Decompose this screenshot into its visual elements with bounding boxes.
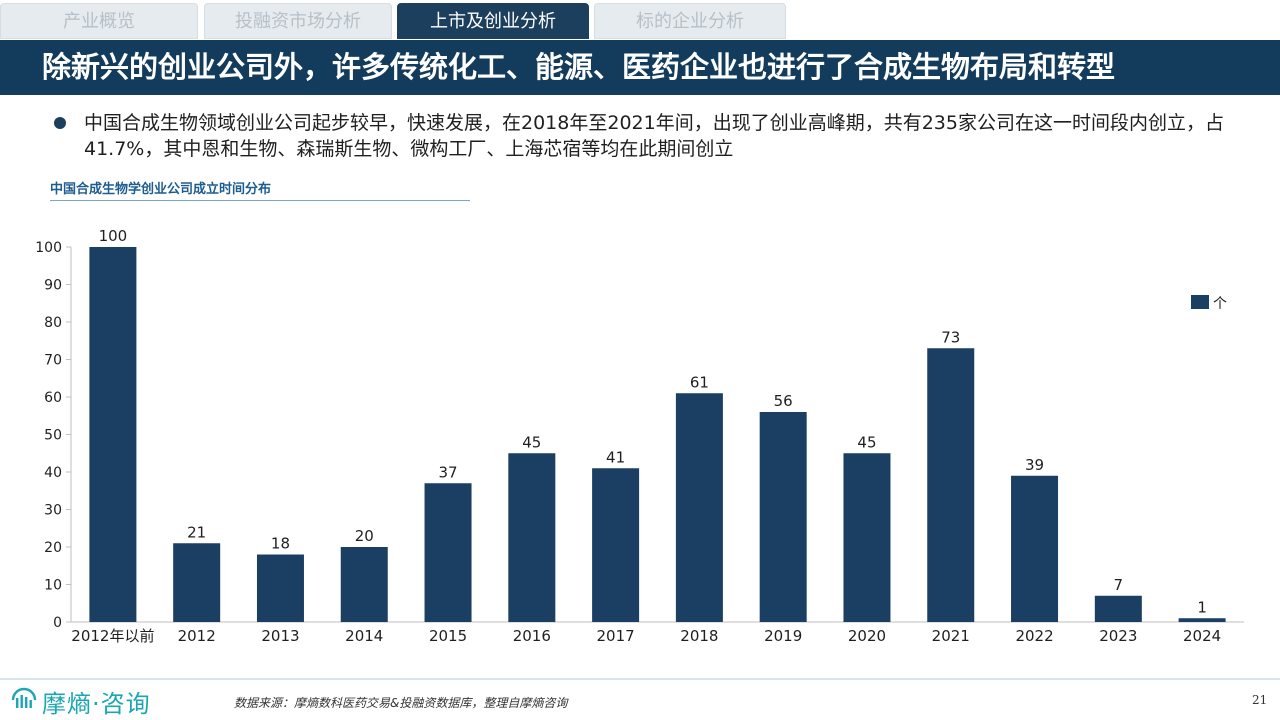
chart-caption: 中国合成生物学创业公司成立时间分布: [50, 182, 272, 197]
x-tick-label: 2017: [597, 627, 635, 645]
tab-investment-market[interactable]: 投融资市场分析: [204, 3, 392, 39]
x-tick-label: 2022: [1015, 627, 1053, 645]
bullet-text: 中国合成生物领域创业公司起步较早，快速发展，在2018年至2021年间，出现了创…: [84, 112, 1224, 160]
tab-listing-startup[interactable]: 上市及创业分析: [397, 3, 589, 39]
data-label: 45: [522, 433, 541, 451]
footer-divider: [0, 678, 1280, 680]
bar: [340, 547, 388, 622]
x-tick-label: 2012: [178, 627, 216, 645]
bar: [592, 468, 640, 622]
bar: [843, 453, 891, 622]
bar: [173, 543, 221, 622]
title-bar: 除新兴的创业公司外，许多传统化工、能源、医药企业也进行了合成生物布局和转型: [0, 40, 1280, 95]
tab-bar: 产业概览 投融资市场分析 上市及创业分析 标的企业分析: [0, 0, 1280, 42]
x-tick-label: 2023: [1099, 627, 1137, 645]
source-note: 数据来源：摩熵数科医药交易&投融资数据库，整理自摩熵咨询: [234, 696, 568, 710]
bar: [508, 453, 556, 622]
bar: [1094, 595, 1142, 622]
x-tick-label: 2020: [848, 627, 886, 645]
data-label: 73: [941, 328, 960, 346]
tab-industry-overview[interactable]: 产业概览: [0, 3, 198, 39]
y-tick-label: 60: [44, 390, 62, 406]
y-tick-label: 20: [44, 540, 62, 556]
y-tick-label: 70: [44, 353, 62, 369]
tab-target-companies[interactable]: 标的企业分析: [594, 3, 786, 39]
data-label: 1: [1197, 598, 1207, 616]
x-tick-label: 2013: [261, 627, 299, 645]
data-label: 21: [187, 523, 206, 541]
y-tick-label: 30: [44, 503, 62, 519]
x-tick-label: 2012年以前: [71, 627, 154, 645]
logo-icon: [11, 687, 37, 708]
x-tick-label: 2024: [1183, 627, 1221, 645]
x-tick-label: 2015: [429, 627, 467, 645]
caption-divider: [50, 200, 470, 201]
data-label: 41: [606, 448, 625, 466]
bar: [424, 483, 472, 622]
bar: [927, 348, 975, 622]
data-label: 100: [99, 227, 128, 245]
bar: [1178, 618, 1226, 622]
bar-chart: 0 10 20 30 40 50 60 70 80 90 100 100 2012年以前 21 2012 18…: [35, 227, 1244, 645]
bar: [256, 554, 304, 622]
data-label: 61: [690, 373, 709, 391]
data-label: 7: [1114, 576, 1124, 594]
legend-label: 个: [1213, 296, 1227, 312]
y-tick-label: 10: [44, 578, 62, 594]
bullet-dot: [54, 117, 66, 129]
data-label: 20: [355, 527, 374, 545]
x-tick-label: 2016: [513, 627, 551, 645]
legend-swatch: [1191, 295, 1209, 309]
y-tick-label: 100: [35, 240, 62, 256]
x-tick-label: 2019: [764, 627, 802, 645]
bar: [1011, 475, 1059, 622]
x-tick-label: 2018: [680, 627, 718, 645]
bar: [89, 247, 137, 622]
data-label: 56: [774, 392, 793, 410]
y-tick-label: 0: [53, 615, 62, 631]
data-label: 39: [1025, 456, 1044, 474]
y-tick-label: 90: [44, 278, 62, 294]
data-label: 18: [271, 535, 290, 553]
y-tick-label: 50: [44, 428, 62, 444]
data-label: 45: [857, 433, 876, 451]
y-tick-label: 80: [44, 315, 62, 331]
x-tick-label: 2021: [932, 627, 970, 645]
page-title: 除新兴的创业公司外，许多传统化工、能源、医药企业也进行了合成生物布局和转型: [42, 50, 1116, 84]
data-label: 37: [438, 463, 457, 481]
page-number: 21: [1252, 693, 1268, 707]
bar: [675, 393, 723, 622]
y-tick-label: 40: [44, 465, 62, 481]
logo-text: 摩熵·咨询: [42, 690, 151, 718]
bar: [759, 412, 807, 622]
x-tick-label: 2014: [345, 627, 383, 645]
